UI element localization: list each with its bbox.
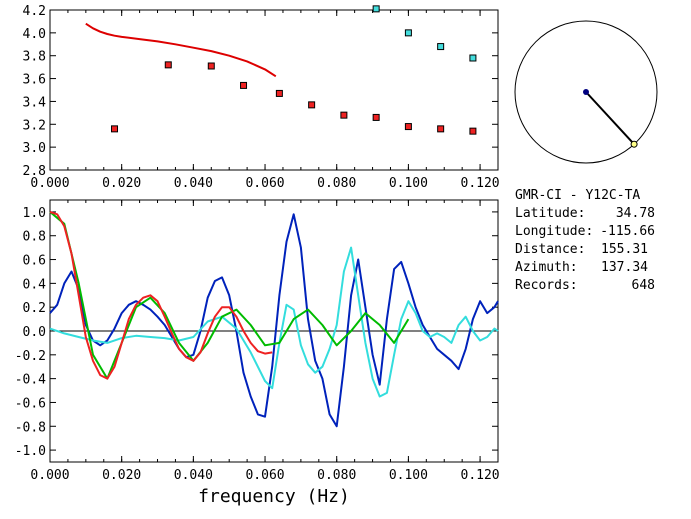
top-series (85, 5, 477, 135)
azimuth-label: Azimuth: (515, 260, 578, 275)
bottom-series-line-0 (49, 213, 499, 428)
latitude-label: Latitude: (515, 206, 585, 221)
top-marker-point (404, 123, 412, 131)
bottom-y-tick-label: 0.4 (23, 277, 47, 292)
top-series-line-0 (85, 22, 277, 78)
top-x-tick-label: 0.080 (317, 176, 356, 191)
bottom-x-tick-label: 0.000 (30, 468, 69, 483)
records-label: Records: (515, 278, 578, 293)
top-marker-point (372, 113, 380, 121)
top-y-tick-label: 3.8 (23, 50, 46, 65)
records-value: 648 (632, 278, 655, 293)
station-title: GMR-CI - Y12C-TA (515, 188, 640, 203)
top-marker-point (372, 5, 380, 13)
bottom-y-tick-label: -0.4 (15, 373, 46, 388)
top-y-tick-label: 4.0 (23, 27, 46, 42)
bottom-series-line-2 (49, 211, 410, 380)
top-plot-frame (49, 9, 499, 171)
top-x-tick-label: 0.040 (174, 176, 213, 191)
azimuth-value: 137.34 (601, 260, 648, 275)
top-x-tick-label: 0.120 (461, 176, 500, 191)
bottom-y-tick-label: -0.6 (15, 396, 46, 411)
top-marker-point (207, 62, 215, 70)
top-marker-point (437, 43, 445, 51)
top-marker-point (437, 125, 445, 133)
top-marker-point (240, 81, 248, 89)
bottom-y-tick-label: -1.0 (15, 444, 46, 459)
top-marker-point (164, 61, 172, 69)
top-panel: 0.000 0.020 0.040 0.060 0.080 0.100 0.120 2.8 3.… (23, 4, 500, 191)
longitude-value: -115.66 (600, 224, 655, 239)
bottom-x-tick-label: 0.040 (174, 468, 213, 483)
bottom-y-tick-label: -0.2 (15, 349, 46, 364)
compass-circle (514, 20, 658, 164)
compass-azimuth-line (585, 91, 635, 145)
top-y-tick-label: 4.2 (23, 4, 46, 19)
top-x-tick-label: 0.000 (30, 176, 69, 191)
bottom-series-line-3 (49, 210, 273, 380)
top-y-tick-label: 3.4 (23, 95, 47, 110)
bottom-x-tick-label: 0.100 (389, 468, 428, 483)
bottom-x-tick-label: 0.080 (317, 468, 356, 483)
top-x-tick-label: 0.060 (245, 176, 284, 191)
bottom-y-tick-label: -0.8 (15, 420, 46, 435)
bottom-series-line-1 (49, 246, 499, 398)
bottom-series (49, 210, 499, 428)
compass-end-dot (630, 140, 638, 148)
top-y-tick-label: 3.2 (23, 118, 46, 133)
top-x-tick-label: 0.100 (389, 176, 428, 191)
top-x-tick-label: 0.020 (102, 176, 141, 191)
top-marker-point (111, 125, 119, 133)
bottom-ticks: 0.000 0.020 0.040 0.060 0.080 0.100 0.120 1.0 0.… (15, 200, 500, 483)
distance-value: 155.31 (601, 242, 648, 257)
bottom-x-tick-label: 0.060 (245, 468, 284, 483)
top-y-tick-label: 3.0 (23, 141, 46, 156)
top-marker-point (404, 29, 412, 37)
top-marker-point (469, 127, 477, 135)
top-marker-point (275, 89, 283, 97)
x-axis-title: frequency (Hz) (198, 486, 350, 507)
azimuth-compass (514, 20, 658, 164)
compass-center-dot (583, 89, 589, 95)
bottom-x-tick-label: 0.020 (102, 468, 141, 483)
top-marker-point (469, 54, 477, 62)
station-info: GMR-CI - Y12C-TA Latitude: 34.78 Longitu… (515, 188, 655, 293)
bottom-y-tick-label: 0.6 (23, 254, 46, 269)
bottom-y-tick-label: 0.2 (23, 301, 46, 316)
top-y-tick-label: 3.6 (23, 73, 46, 88)
bottom-y-tick-label: 1.0 (23, 206, 46, 221)
distance-label: Distance: (515, 242, 585, 257)
top-marker-point (308, 101, 316, 109)
top-marker-point (340, 111, 348, 119)
top-y-tick-label: 2.8 (23, 164, 46, 179)
longitude-label: Longitude: (515, 224, 593, 239)
bottom-y-tick-label: 0.8 (23, 230, 46, 245)
top-ticks: 0.000 0.020 0.040 0.060 0.080 0.100 0.120 2.8 3.… (23, 4, 500, 191)
latitude-value: 34.78 (616, 206, 655, 221)
bottom-y-tick-label: 0.0 (23, 325, 46, 340)
bottom-panel: 0.000 0.020 0.040 0.060 0.080 0.100 0.120 1.0 0.… (15, 199, 500, 507)
bottom-x-tick-label: 0.120 (461, 468, 500, 483)
